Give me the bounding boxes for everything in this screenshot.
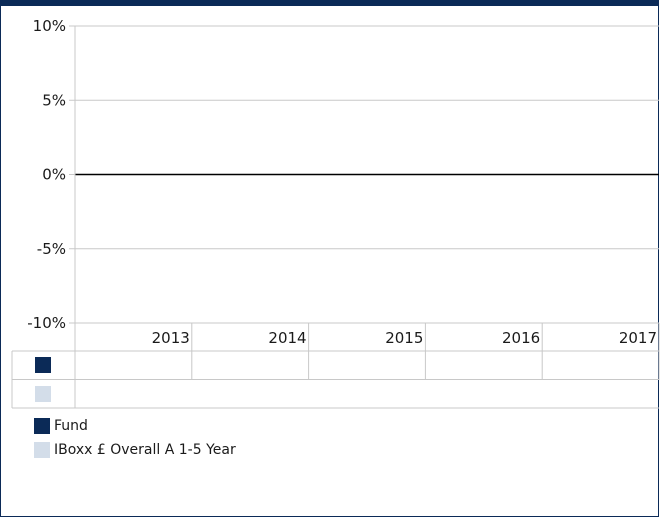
legend-item-benchmark: IBoxx £ Overall A 1-5 Year [34, 438, 236, 462]
legend-label-benchmark: IBoxx £ Overall A 1-5 Year [54, 442, 236, 458]
x-tick-label: 2016 [502, 329, 540, 347]
x-tick-label: 2017 [619, 329, 657, 347]
y-tick-label: 5% [42, 91, 66, 109]
y-tick-label: -5% [37, 240, 66, 258]
legend-swatch-fund [34, 418, 50, 434]
chart-legend: Fund IBoxx £ Overall A 1-5 Year [34, 414, 236, 462]
x-tick-label: 2013 [152, 329, 190, 347]
x-tick-label: 2015 [385, 329, 423, 347]
y-tick-label: -10% [27, 314, 66, 332]
table-row-swatch [35, 386, 51, 402]
y-tick-label: 0% [42, 166, 66, 184]
legend-swatch-benchmark [34, 442, 50, 458]
x-tick-label: 2014 [268, 329, 306, 347]
legend-label-fund: Fund [54, 418, 88, 434]
y-tick-label: 10% [33, 17, 66, 35]
table-row-swatch [35, 357, 51, 373]
legend-item-fund: Fund [34, 414, 236, 438]
